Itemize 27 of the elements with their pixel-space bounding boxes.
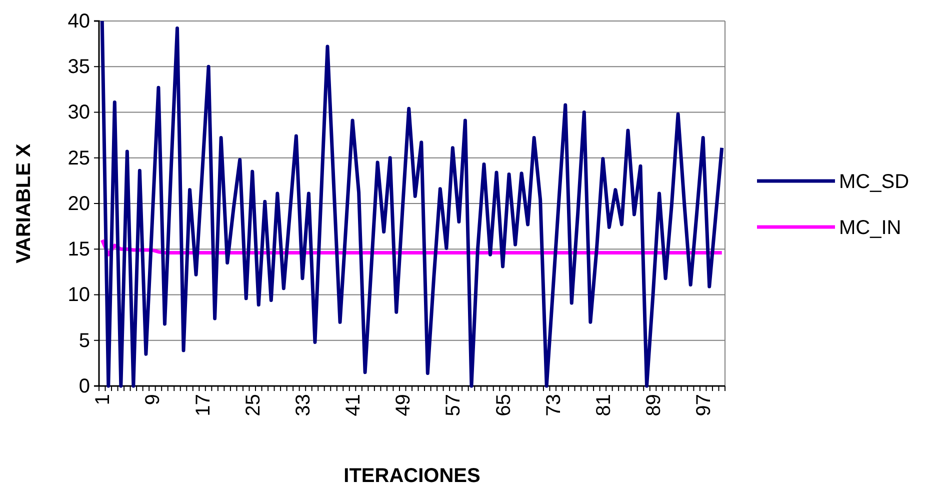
x-tick-label: 41: [342, 394, 365, 416]
x-tick-label: 9: [142, 394, 164, 406]
y-tick-label: 5: [78, 330, 90, 352]
x-tick-label: 17: [192, 394, 214, 416]
x-tick-label: 97: [693, 394, 716, 416]
line-series: [100, 19, 724, 388]
x-tick-label: 1: [92, 394, 114, 406]
y-tick-label: 15: [68, 238, 90, 261]
y-tick-label: 20: [68, 192, 90, 215]
x-tick-label: 73: [542, 394, 565, 416]
y-tick-label: 0: [78, 375, 90, 398]
legend-label: MC_IN: [839, 217, 902, 239]
y-axis-title: VARIABLE X: [13, 143, 35, 264]
x-tick-label: 81: [592, 394, 615, 416]
y-tick-label: 10: [68, 284, 90, 306]
x-axis-title: ITERACIONES: [344, 465, 480, 487]
y-tick-label: 25: [68, 147, 90, 170]
x-tick-label: 65: [492, 394, 515, 416]
x-tick-label: 89: [643, 394, 666, 416]
x-tick-label: 49: [392, 394, 415, 416]
y-tick-label: 35: [68, 56, 90, 78]
legend-label: MC_SD: [839, 171, 910, 193]
x-tick-label: 33: [292, 394, 314, 416]
x-tick-label: 25: [242, 394, 264, 416]
y-tick-label: 40: [68, 10, 90, 32]
y-tick-label: 30: [68, 102, 90, 124]
x-tick-label: 57: [442, 394, 465, 416]
